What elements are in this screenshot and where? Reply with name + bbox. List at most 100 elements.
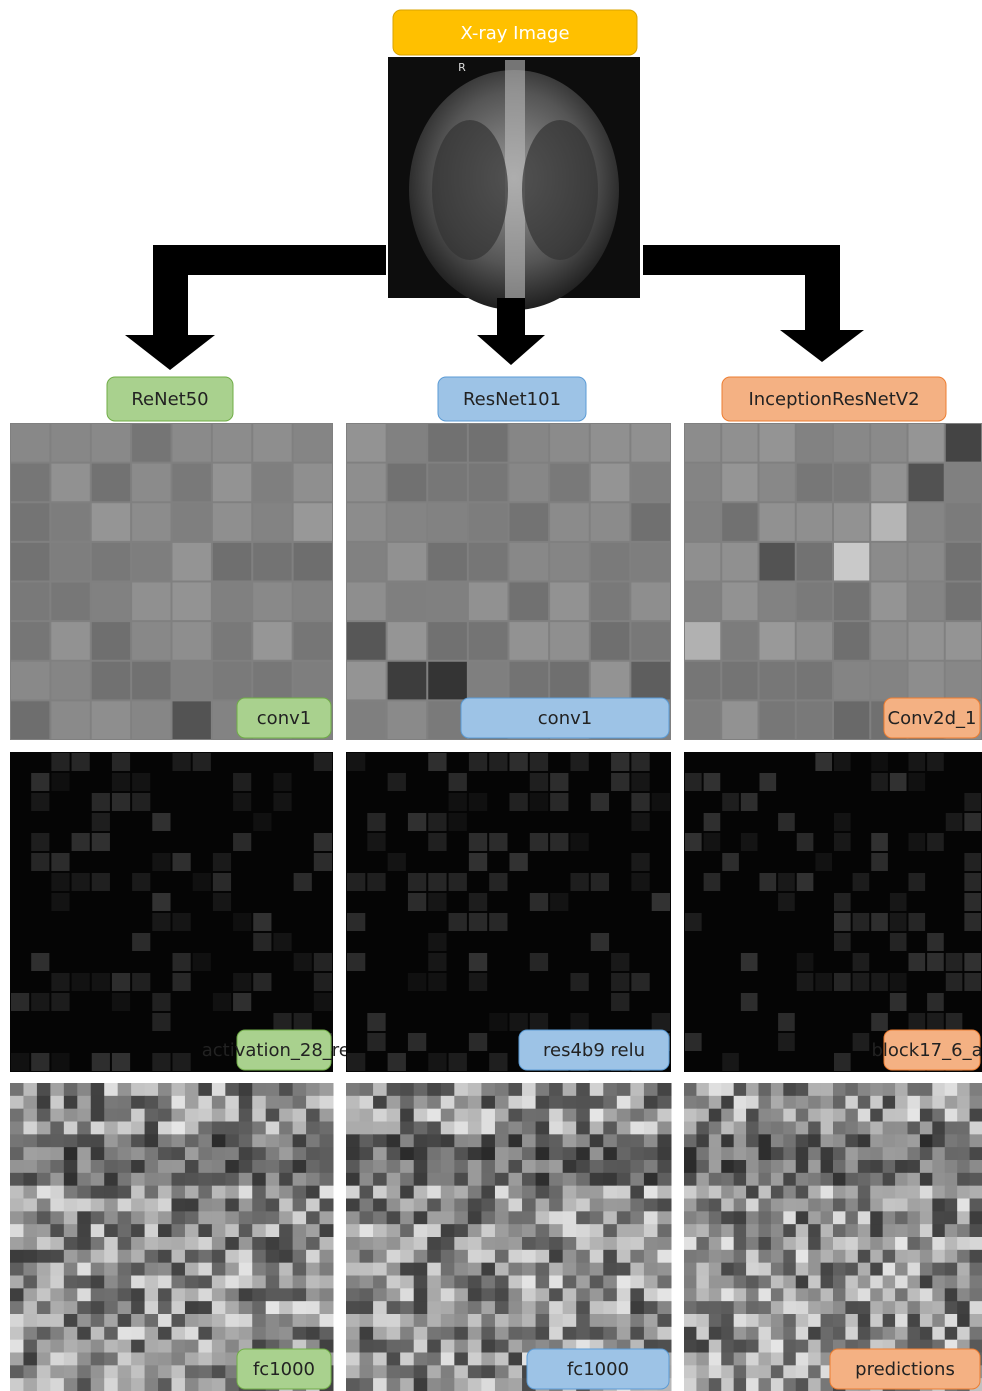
map-pixel <box>77 1199 91 1212</box>
map-pixel <box>783 1109 796 1122</box>
map-pixel <box>145 1160 159 1173</box>
map-pixel <box>945 1211 958 1224</box>
map-tile <box>72 833 90 851</box>
map-tile <box>92 973 110 991</box>
map-pixel <box>225 1211 239 1224</box>
map-pixel <box>118 1365 132 1378</box>
map-pixel <box>266 1096 280 1109</box>
map-pixel <box>696 1237 709 1250</box>
map-pixel <box>522 1096 536 1109</box>
map-pixel <box>77 1173 91 1186</box>
map-pixel <box>50 1276 64 1289</box>
map-tile <box>853 1033 870 1051</box>
map-pixel <box>808 1122 821 1135</box>
map-pixel <box>212 1301 226 1314</box>
map-pixel <box>684 1340 697 1353</box>
map-tile <box>778 813 795 831</box>
map-pixel <box>387 1134 401 1147</box>
map-pixel <box>870 1276 883 1289</box>
map-pixel <box>932 1288 945 1301</box>
map-tile <box>964 913 981 931</box>
map-pixel <box>821 1122 834 1135</box>
map-pixel <box>91 1365 105 1378</box>
map-tile <box>550 793 568 811</box>
map-pixel <box>172 1173 186 1186</box>
map-pixel <box>23 1211 37 1224</box>
map-pixel <box>509 1096 523 1109</box>
map-pixel <box>920 1237 933 1250</box>
map-pixel <box>696 1122 709 1135</box>
map-pixel <box>821 1301 834 1314</box>
map-pixel <box>158 1378 172 1391</box>
map-tile <box>685 773 702 791</box>
map-pixel <box>644 1211 658 1224</box>
map-pixel <box>225 1109 239 1122</box>
map-pixel <box>266 1224 280 1237</box>
map-pixel <box>721 1160 734 1173</box>
map-pixel <box>858 1134 871 1147</box>
map-pixel <box>536 1263 550 1276</box>
map-pixel <box>821 1288 834 1301</box>
map-tile <box>388 464 427 502</box>
map-pixel <box>293 1276 307 1289</box>
map-tile <box>469 853 487 871</box>
map-pixel <box>684 1160 697 1173</box>
map-pixel <box>172 1083 186 1096</box>
map-pixel <box>833 1096 846 1109</box>
map-tile <box>31 793 49 811</box>
map-pixel <box>252 1237 266 1250</box>
map-pixel <box>118 1134 132 1147</box>
map-pixel <box>796 1199 809 1212</box>
map-pixel <box>709 1147 722 1160</box>
map-pixel <box>373 1327 387 1340</box>
map-pixel <box>37 1250 51 1263</box>
map-pixel <box>908 1327 921 1340</box>
map-tile <box>946 424 981 462</box>
map-pixel <box>821 1147 834 1160</box>
map-pixel <box>783 1134 796 1147</box>
map-pixel <box>104 1173 118 1186</box>
map-pixel <box>239 1083 253 1096</box>
map-pixel <box>373 1083 387 1096</box>
map-pixel <box>617 1096 631 1109</box>
map-pixel <box>373 1378 387 1391</box>
feature-map: Conv2d_1 <box>684 423 982 740</box>
map-pixel <box>37 1340 51 1353</box>
map-pixel <box>870 1288 883 1301</box>
map-pixel <box>198 1276 212 1289</box>
map-pixel <box>870 1109 883 1122</box>
map-pixel <box>64 1365 78 1378</box>
map-tile <box>388 622 427 660</box>
map-pixel <box>495 1353 509 1366</box>
map-pixel <box>746 1083 759 1096</box>
map-pixel <box>808 1237 821 1250</box>
map-pixel <box>266 1237 280 1250</box>
map-pixel <box>172 1096 186 1109</box>
map-pixel <box>454 1263 468 1276</box>
map-pixel <box>522 1301 536 1314</box>
map-pixel <box>279 1160 293 1173</box>
map-pixel <box>400 1237 414 1250</box>
map-pixel <box>657 1237 671 1250</box>
map-pixel <box>185 1276 199 1289</box>
map-pixel <box>279 1134 293 1147</box>
model-column: InceptionResNetV2Conv2d_1block17_6_acpre… <box>684 377 982 1391</box>
map-pixel <box>387 1122 401 1135</box>
map-pixel <box>932 1109 945 1122</box>
map-pixel <box>684 1378 697 1391</box>
map-tile <box>760 503 795 541</box>
map-pixel <box>104 1096 118 1109</box>
map-tile <box>132 424 170 462</box>
map-tile <box>909 753 926 771</box>
map-pixel <box>522 1186 536 1199</box>
map-pixel <box>441 1134 455 1147</box>
map-pixel <box>657 1211 671 1224</box>
map-pixel <box>198 1340 212 1353</box>
map-pixel <box>468 1186 482 1199</box>
map-tile <box>314 753 332 771</box>
map-pixel <box>64 1314 78 1327</box>
map-pixel <box>771 1096 784 1109</box>
map-pixel <box>118 1109 132 1122</box>
map-tile <box>550 503 589 541</box>
map-pixel <box>481 1083 495 1096</box>
